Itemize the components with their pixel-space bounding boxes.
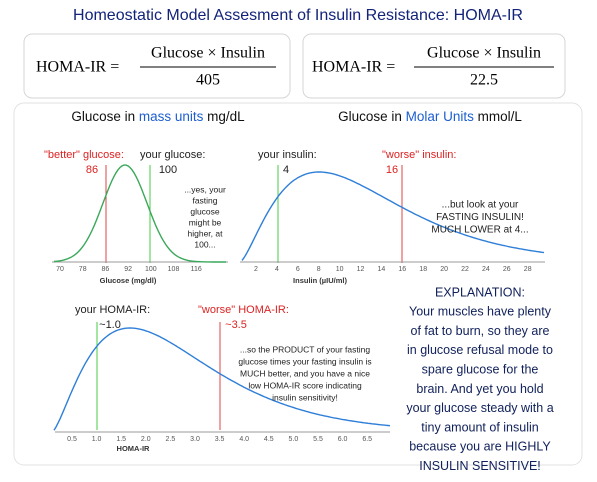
marker-value: ~3.5 <box>225 319 247 331</box>
x-tick-label: 6.5 <box>362 436 372 443</box>
title: Homeostatic Model Assesment of Insulin R… <box>73 7 523 24</box>
x-tick-label: 18 <box>419 266 427 273</box>
x-tick-label: 78 <box>79 266 87 273</box>
note: MUCH better, and you have a nice <box>240 368 370 378</box>
marker-label: your insulin: <box>258 149 317 161</box>
marker-value: 100 <box>159 164 177 176</box>
subheading-text: Glucose in <box>71 109 139 124</box>
formula-box <box>302 33 566 99</box>
marker-label: "worse" HOMA-IR: <box>198 304 289 316</box>
x-tick-label: 3.0 <box>190 436 200 443</box>
axis-label: Insulin (µIU/ml) <box>293 276 347 285</box>
formula-numerator: Glucose × Insulin <box>427 45 541 62</box>
x-tick-label: 10 <box>336 266 344 273</box>
note: fasting <box>192 195 217 205</box>
x-tick-label: 5.0 <box>289 436 299 443</box>
explanation-line: EXPLANATION: <box>435 285 525 299</box>
formula-denominator: 405 <box>196 72 220 89</box>
x-tick-label: 1.0 <box>92 436 102 443</box>
x-tick-label: 4.5 <box>264 436 274 443</box>
note: ...but look at your <box>442 200 519 211</box>
explanation-line: Your muscles have plenty <box>409 305 552 319</box>
note: ...so the PRODUCT of your fasting <box>240 344 370 354</box>
explanation-line: INSULIN SENSITIVE! <box>419 459 541 473</box>
formula-lhs: HOMA-IR = <box>312 59 395 76</box>
marker-value: 4 <box>283 164 289 176</box>
x-tick-label: 86 <box>102 266 110 273</box>
note: low HOMA-IR score indicating <box>248 380 362 390</box>
subheading-text: Glucose in <box>338 109 406 124</box>
note: MUCH LOWER at 4... <box>431 225 528 236</box>
x-tick-label: 92 <box>124 266 132 273</box>
note: glucose times your fasting insulin is <box>238 356 371 366</box>
note: FASTING INSULIN! <box>436 212 524 223</box>
explanation-line: in glucose refusal mode to <box>407 343 553 357</box>
marker-value: 16 <box>386 164 398 176</box>
subheading-text: mmol/L <box>474 109 523 124</box>
x-tick-label: 3.5 <box>215 436 225 443</box>
subheading-highlight: mass units <box>139 109 204 124</box>
note: 100... <box>194 239 215 249</box>
x-tick-label: 20 <box>440 266 448 273</box>
note: higher, at <box>188 228 224 238</box>
axis-label: Glucose (mg/dl) <box>100 276 157 285</box>
explanation-line: your glucose steady with a <box>406 401 553 415</box>
note: glucose <box>190 206 220 216</box>
note: ...yes, your <box>184 184 226 194</box>
x-tick-label: 4 <box>275 266 279 273</box>
marker-label: your HOMA-IR: <box>75 304 150 316</box>
axis-label: HOMA-IR <box>117 444 150 453</box>
x-tick-label: 12 <box>357 266 365 273</box>
x-tick-label: 8 <box>317 266 321 273</box>
subheading: Glucose in Molar Units mmol/L <box>338 109 522 124</box>
subheading-text: mg/dL <box>203 109 245 124</box>
x-tick-label: 26 <box>503 266 511 273</box>
panel-frame <box>13 102 583 466</box>
x-tick-label: 22 <box>461 266 469 273</box>
x-tick-label: 116 <box>191 266 202 273</box>
formula-numerator: Glucose × Insulin <box>151 45 265 62</box>
distribution-curve <box>241 171 545 261</box>
note: insulin sensitivity! <box>272 392 338 402</box>
x-tick-label: 0.5 <box>67 436 77 443</box>
x-tick-label: 24 <box>482 266 490 273</box>
distribution-curve <box>53 164 226 263</box>
x-tick-label: 70 <box>56 266 64 273</box>
x-tick-label: 5.5 <box>313 436 323 443</box>
formula-box <box>23 33 291 99</box>
note: might be <box>189 217 222 227</box>
x-tick-label: 108 <box>168 266 180 273</box>
x-tick-label: 4.0 <box>239 436 249 443</box>
x-tick-label: 6.0 <box>338 436 348 443</box>
formula-denominator: 22.5 <box>470 72 498 89</box>
formula-lhs: HOMA-IR = <box>36 59 119 76</box>
x-tick-label: 2.5 <box>166 436 176 443</box>
x-tick-label: 2.0 <box>141 436 151 443</box>
explanation-line: brain. And yet you hold <box>416 382 543 396</box>
explanation-line: because you are HIGHLY <box>409 440 551 454</box>
x-tick-label: 28 <box>524 266 532 273</box>
marker-label: "worse" insulin: <box>382 149 456 161</box>
marker-label: your glucose: <box>140 149 205 161</box>
marker-value: 86 <box>86 164 98 176</box>
explanation-line: tiny amount of insulin <box>421 420 538 434</box>
explanation-line: spare glucose for the <box>422 362 539 376</box>
marker-value: ~1.0 <box>99 319 121 331</box>
x-tick-label: 16 <box>398 266 406 273</box>
distribution-curve <box>53 327 391 431</box>
explanation-line: of fat to burn, so they are <box>411 324 550 338</box>
x-tick-label: 6 <box>296 266 300 273</box>
subheading: Glucose in mass units mg/dL <box>71 109 245 124</box>
x-tick-label: 2 <box>254 266 258 273</box>
subheading-highlight: Molar Units <box>406 109 475 124</box>
x-tick-label: 1.5 <box>116 436 126 443</box>
x-tick-label: 14 <box>378 266 386 273</box>
x-tick-label: 100 <box>145 266 157 273</box>
marker-label: "better" glucose: <box>44 149 124 161</box>
